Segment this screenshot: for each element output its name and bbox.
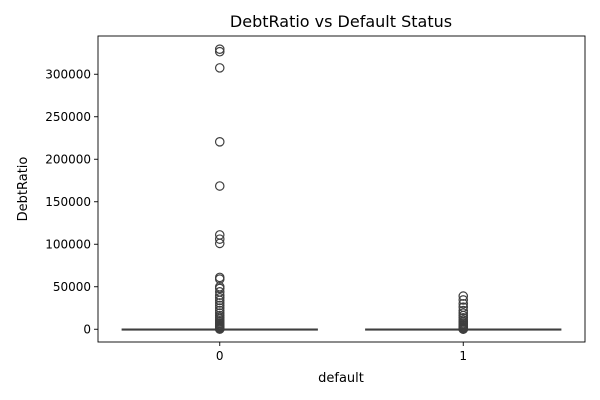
outlier-point: [214, 287, 225, 297]
outlier-point: [214, 310, 225, 321]
outlier-point: [214, 300, 225, 311]
y-tick-label: 0: [83, 322, 91, 336]
outlier-point: [214, 305, 225, 316]
x-tick-label: 1: [459, 349, 467, 363]
outlier-point: [214, 281, 225, 292]
y-tick-label: 300000: [45, 67, 91, 81]
y-tick-label: 50000: [53, 280, 91, 294]
outlier-point: [458, 291, 469, 301]
box-group-1: [365, 291, 562, 334]
x-axis-label: default: [318, 371, 364, 386]
y-tick-label: 150000: [45, 195, 91, 209]
outlier-point: [458, 302, 469, 312]
box-group-0: [121, 44, 318, 334]
outlier-point: [458, 295, 469, 305]
outlier-point: [214, 272, 225, 283]
y-tick-label: 100000: [45, 237, 91, 251]
y-axis: 0 50000 100000 150000 200000 250000 300000: [45, 67, 98, 336]
outlier-point: [214, 63, 225, 73]
outlier-point: [214, 181, 225, 191]
outlier-point: [214, 44, 225, 54]
outlier-point: [458, 298, 469, 309]
plot-area: [121, 44, 562, 334]
axes-frame: [97, 35, 586, 343]
x-tick-label: 0: [216, 349, 224, 363]
y-tick-label: 250000: [45, 110, 91, 124]
outlier-point: [214, 234, 225, 244]
outlier-point: [214, 298, 225, 308]
outlier-point: [458, 308, 469, 318]
chart-title: DebtRatio vs Default Status: [230, 12, 452, 31]
outlier-point: [214, 292, 225, 303]
outlier-point: [214, 230, 225, 240]
outlier-point: [214, 303, 225, 313]
y-tick-label: 200000: [45, 152, 91, 166]
y-axis-label: DebtRatio: [16, 157, 31, 222]
outlier-point: [458, 305, 469, 316]
outlier-point: [214, 308, 225, 318]
outlier-point: [214, 46, 225, 57]
outlier-point: [214, 137, 225, 147]
